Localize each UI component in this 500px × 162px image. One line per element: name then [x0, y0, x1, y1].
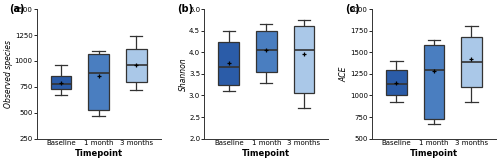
Text: (a): (a) — [10, 4, 25, 14]
Text: (c): (c) — [344, 4, 360, 14]
Bar — [126, 49, 146, 82]
Y-axis label: ACE: ACE — [340, 66, 348, 82]
Bar — [294, 26, 314, 93]
X-axis label: Timepoint: Timepoint — [74, 149, 122, 158]
X-axis label: Timepoint: Timepoint — [410, 149, 458, 158]
Bar — [256, 31, 276, 72]
Bar — [88, 54, 109, 110]
Bar — [386, 70, 406, 95]
Bar — [51, 76, 72, 89]
Y-axis label: Shannon: Shannon — [178, 57, 188, 91]
Y-axis label: Observed species: Observed species — [4, 40, 13, 108]
Bar — [461, 37, 482, 87]
Text: (b): (b) — [177, 4, 193, 14]
X-axis label: Timepoint: Timepoint — [242, 149, 290, 158]
Bar — [218, 41, 239, 85]
Bar — [424, 45, 444, 119]
